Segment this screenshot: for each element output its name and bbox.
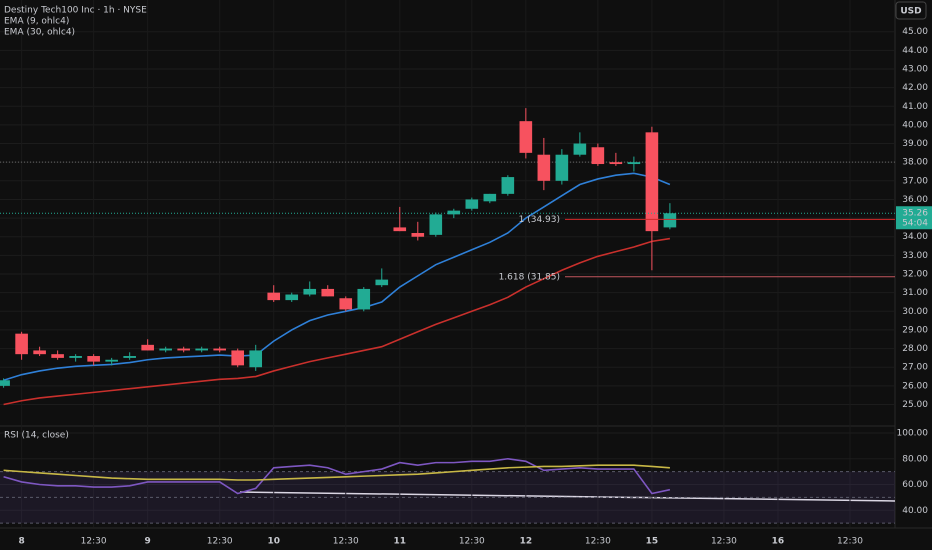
candle-body bbox=[465, 199, 479, 209]
currency-button[interactable] bbox=[895, 1, 927, 20]
line-series bbox=[3, 464, 670, 481]
y-tick-label: 38.00 bbox=[902, 158, 928, 168]
y-tick-label: 34.00 bbox=[902, 232, 928, 242]
candle-body bbox=[195, 348, 208, 351]
x-tick-label: 15 bbox=[646, 537, 659, 547]
x-tick-label: 16 bbox=[772, 537, 785, 547]
candle-body bbox=[663, 213, 677, 228]
candle-body bbox=[285, 294, 299, 301]
trend-line bbox=[239, 491, 896, 502]
y-tick-label: 36.00 bbox=[902, 195, 928, 205]
y-tick-label: 27.00 bbox=[902, 363, 928, 373]
pane-title: RSI (14, close) bbox=[4, 431, 69, 441]
candle-body bbox=[519, 121, 533, 153]
candle-body bbox=[267, 292, 281, 301]
y-tick-label: 40.00 bbox=[902, 120, 928, 130]
candle-body bbox=[123, 356, 136, 358]
y-tick-label: 44.00 bbox=[902, 46, 928, 56]
candle-body bbox=[303, 288, 317, 295]
candle-body bbox=[447, 210, 461, 215]
candle-body bbox=[15, 333, 28, 355]
y-tick-label: 29.00 bbox=[902, 325, 928, 335]
y-tick-label: 42.00 bbox=[902, 83, 928, 93]
candle-body bbox=[393, 227, 407, 232]
x-tick-label: 12:30 bbox=[585, 537, 611, 547]
fib-label: 1.618 (31.85) bbox=[499, 272, 560, 282]
candle-body bbox=[87, 356, 100, 362]
y-tick-label: 43.00 bbox=[902, 64, 928, 74]
x-tick-label: 12:30 bbox=[711, 537, 737, 547]
x-tick-label: 12:30 bbox=[459, 537, 485, 547]
plot-layer: 1 (34.93) 1.618 (31.85) bbox=[0, 0, 895, 527]
x-tick-label: 12:30 bbox=[207, 537, 233, 547]
y-tick-label: 26.00 bbox=[902, 381, 928, 391]
y-tick-label: 25.00 bbox=[902, 400, 928, 410]
x-tick-label: 12:30 bbox=[837, 537, 863, 547]
candle-body bbox=[591, 147, 605, 165]
y-tick-label: 33.00 bbox=[902, 251, 928, 261]
fib-label: 1 (34.93) bbox=[519, 215, 560, 225]
y-tick-label: 80.00 bbox=[902, 454, 928, 464]
candle-body bbox=[249, 350, 263, 368]
y-tick-label: 100.00 bbox=[897, 429, 929, 439]
x-tick-label: 11 bbox=[394, 537, 407, 547]
legend-entry: EMA (9, ohlc4) bbox=[4, 17, 69, 27]
candle-body bbox=[411, 233, 425, 237]
candle-body bbox=[159, 348, 172, 351]
candle-body bbox=[69, 356, 82, 358]
candle-body bbox=[501, 177, 515, 194]
chart-title: Destiny Tech100 Inc · 1h · NYSE bbox=[4, 6, 147, 16]
candle-body bbox=[231, 350, 245, 366]
legend-entry: EMA (30, ohlc4) bbox=[4, 28, 75, 38]
candle-body bbox=[339, 298, 353, 310]
x-tick-label: 10 bbox=[267, 537, 280, 547]
candle-body bbox=[177, 348, 190, 351]
candle-body bbox=[645, 132, 659, 232]
candle-body bbox=[0, 380, 10, 386]
currency-label[interactable]: USD bbox=[900, 7, 921, 17]
x-tick-label: 12:30 bbox=[333, 537, 359, 547]
line-series bbox=[3, 237, 671, 406]
last-price-label: 35.26 bbox=[902, 209, 928, 219]
candle-body bbox=[555, 154, 569, 181]
y-tick-label: 31.00 bbox=[902, 288, 928, 298]
y-tick-label: 40.00 bbox=[902, 506, 928, 516]
candle-body bbox=[537, 154, 551, 181]
candle-body bbox=[573, 143, 587, 155]
y-tick-label: 32.00 bbox=[902, 270, 928, 280]
line-series bbox=[3, 457, 671, 495]
y-tick-label: 37.00 bbox=[902, 176, 928, 186]
y-tick-label: 30.00 bbox=[902, 307, 928, 317]
candle-body bbox=[627, 162, 641, 165]
candle-body bbox=[483, 193, 497, 202]
y-tick-label: 28.00 bbox=[902, 344, 928, 354]
x-tick-label: 12 bbox=[520, 537, 533, 547]
candle-body bbox=[609, 162, 623, 165]
candle-body bbox=[429, 214, 443, 235]
candle-body bbox=[141, 344, 154, 351]
x-tick-label: 9 bbox=[145, 537, 151, 547]
candle-body bbox=[33, 350, 46, 355]
countdown-label: 54:04 bbox=[902, 219, 928, 229]
candle-body bbox=[375, 279, 389, 286]
candle-body bbox=[51, 354, 64, 358]
x-tick-label: 12:30 bbox=[81, 537, 107, 547]
y-tick-label: 39.00 bbox=[902, 139, 928, 149]
y-tick-label: 60.00 bbox=[902, 480, 928, 490]
candle-body bbox=[357, 288, 371, 310]
candle-body bbox=[105, 359, 118, 362]
y-tick-label: 45.00 bbox=[902, 27, 928, 37]
y-tick-label: 41.00 bbox=[902, 102, 928, 112]
last-price-badge bbox=[896, 206, 932, 230]
x-tick-label: 8 bbox=[18, 537, 24, 547]
candle-body bbox=[321, 288, 335, 297]
line-series bbox=[3, 172, 671, 382]
candle-body bbox=[213, 348, 227, 351]
